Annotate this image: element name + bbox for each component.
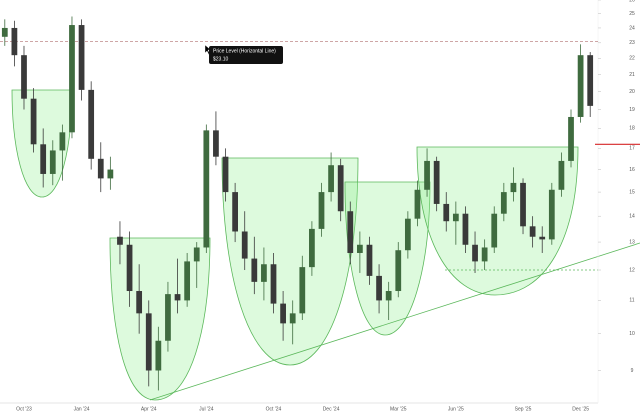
x-tick-label: Oct '24 [266, 406, 282, 412]
candle-body [40, 144, 47, 174]
candle-body [347, 211, 354, 253]
y-tick-label: 16 [629, 167, 635, 173]
y-tick-label: 23 [629, 40, 635, 46]
tooltip-value: $23.10 [213, 56, 229, 62]
candle-body [395, 250, 402, 292]
y-tick-label: 26 [629, 0, 635, 3]
x-tick-label: Jul '24 [199, 406, 214, 412]
y-tick-label: 17 [629, 146, 635, 152]
candle-body [30, 98, 37, 145]
candle-body [337, 165, 344, 212]
candle-body [376, 275, 382, 301]
candle-body [548, 189, 555, 240]
y-tick-label: 10 [629, 331, 635, 337]
candle-body [78, 25, 85, 90]
candle-body [1, 27, 8, 37]
y-tick-label: 19 [629, 107, 635, 113]
candle-body [270, 264, 277, 304]
candle-body [136, 291, 143, 314]
x-tick-label: Apr '24 [141, 406, 157, 412]
y-tick-label: 13 [629, 239, 635, 245]
candle-body [452, 213, 459, 222]
y-tick-label: 22 [629, 56, 635, 62]
cup [416, 146, 579, 296]
candle-body [462, 213, 469, 245]
x-tick-label: Mar '25 [390, 406, 407, 412]
candle-body [577, 55, 584, 117]
tooltip-box [209, 46, 283, 64]
candle-body [155, 340, 162, 371]
candle-body [404, 218, 411, 251]
candle-body [184, 261, 191, 301]
candle-body [309, 228, 315, 268]
candle-body [97, 158, 104, 179]
y-tick-label: 12 [629, 267, 635, 273]
candle-body [232, 192, 238, 232]
candle-body [241, 231, 248, 259]
candle-body [318, 192, 325, 229]
x-tick-label: Jan '24 [74, 406, 90, 412]
candle-body [289, 313, 296, 324]
candle-body [366, 244, 373, 276]
candle-body [222, 156, 229, 193]
candle-body [69, 25, 75, 133]
candle-body [59, 132, 66, 151]
candle-body [145, 313, 152, 371]
tooltip-title: Price Level (Horizontal Line) [213, 48, 276, 54]
candle-body [203, 130, 210, 248]
candle-body [174, 294, 181, 301]
candle-body [49, 150, 56, 174]
candle-body [539, 236, 546, 240]
candle-body [472, 244, 478, 262]
candle-body [299, 267, 306, 314]
y-tick-label: 21 [629, 72, 635, 78]
candle-body [481, 247, 488, 262]
candle-body [520, 182, 526, 227]
y-tick-label: 11 [629, 298, 634, 304]
candle-body [193, 247, 200, 262]
y-tick-label: 25 [629, 11, 635, 17]
x-tick-label: Oct '23 [16, 406, 32, 412]
candle-body [280, 303, 286, 324]
candle-body [107, 169, 114, 179]
y-tick-label: 14 [629, 214, 635, 220]
candle-body [251, 258, 258, 282]
candle-body [165, 294, 171, 341]
y-tick-label: 18 [629, 126, 635, 132]
trendline [149, 242, 640, 401]
candle-body [213, 130, 219, 157]
candle-body [433, 160, 440, 204]
candle-body [424, 160, 430, 190]
x-tick-label: Sep '25 [515, 406, 532, 412]
candle-body [414, 189, 421, 219]
candle-body [491, 213, 498, 248]
x-tick-label: Dec '24 [323, 406, 340, 412]
candle-body [11, 27, 18, 56]
candle-body [385, 291, 392, 301]
candle-body [21, 55, 27, 99]
y-tick-label: 9 [631, 368, 634, 374]
candle-body [529, 226, 536, 237]
y-tick-label: 20 [629, 89, 635, 95]
candle-body [88, 89, 95, 159]
cup-annotations [11, 89, 579, 401]
candle-body [500, 192, 507, 214]
y-tick-label: 24 [629, 25, 635, 31]
candle-body [510, 182, 517, 193]
candle-body [443, 203, 450, 222]
x-tick-label: Jun '25 [448, 406, 464, 412]
candle-body [568, 116, 574, 161]
tooltip: Price Level (Horizontal Line) $23.10 [204, 44, 283, 64]
candle-body [558, 160, 565, 190]
candle-body [357, 244, 363, 253]
candle-body [587, 55, 594, 106]
candle-body [328, 165, 334, 193]
candle-body [261, 264, 267, 282]
x-tick-label: Dec '25 [572, 406, 589, 412]
y-tick-label: 15 [629, 189, 635, 195]
candle-body [126, 244, 133, 292]
candle-body [117, 236, 123, 245]
